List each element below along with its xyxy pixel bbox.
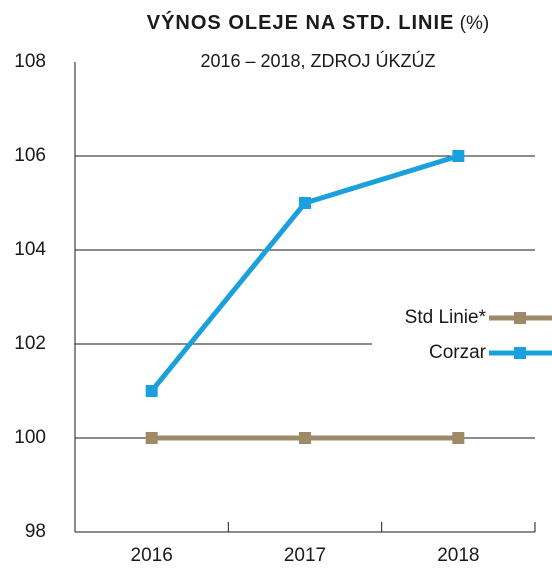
series-marker — [145, 432, 158, 444]
legend-bg — [372, 296, 552, 376]
title-unit: (%) — [460, 13, 490, 34]
legend-label: Corzar — [429, 342, 487, 363]
series-marker — [452, 432, 465, 444]
series-marker — [452, 150, 465, 162]
legend-label: Std Linie* — [405, 307, 487, 328]
series-marker — [299, 432, 311, 444]
series-marker — [145, 385, 158, 397]
y-tick-label: 104 — [14, 239, 46, 260]
x-tick-label: 2017 — [284, 545, 326, 566]
chart-title: VÝNOS OLEJE NA STD. LINIE (%) — [147, 10, 489, 34]
chart-subtitle: 2016 – 2018, ZDROJ ÚKZÚZ — [200, 50, 435, 71]
title-main: VÝNOS OLEJE NA STD. LINIE — [147, 10, 455, 34]
y-tick-label: 106 — [14, 145, 46, 166]
x-tick-label: 2016 — [131, 545, 173, 566]
series-marker — [299, 197, 311, 209]
y-tick-label: 102 — [14, 333, 46, 354]
y-tick-label: 100 — [14, 427, 46, 448]
x-tick-label: 2018 — [437, 545, 479, 566]
legend-marker — [514, 312, 526, 324]
y-tick-label: 98 — [25, 521, 46, 542]
y-tick-label: 108 — [14, 51, 46, 72]
legend-marker — [514, 347, 526, 359]
